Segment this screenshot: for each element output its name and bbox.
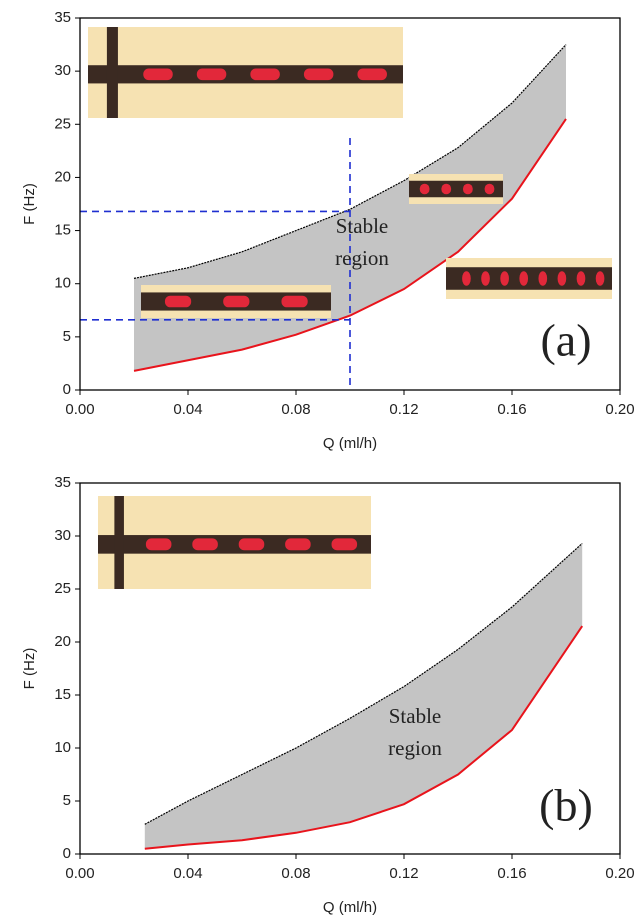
- droplet: [576, 271, 586, 286]
- channel: [88, 65, 403, 84]
- x-tick-label: 0.00: [65, 401, 94, 418]
- channel: [409, 180, 503, 198]
- x-tick-label: 0.12: [389, 401, 418, 418]
- panel-label: (a): [540, 315, 591, 366]
- y-tick-label: 5: [63, 328, 71, 345]
- annotation: Stable: [336, 214, 389, 238]
- droplet: [481, 271, 490, 286]
- y-tick-label: 15: [54, 222, 71, 239]
- x-tick-label: 0.08: [281, 865, 310, 882]
- panel-label: (b): [539, 780, 593, 831]
- droplet: [145, 538, 172, 551]
- x-tick-label: 0.20: [605, 865, 634, 882]
- droplet: [238, 538, 265, 551]
- inset-image: [446, 258, 612, 299]
- annotation: region: [335, 246, 389, 270]
- droplet: [557, 271, 567, 286]
- droplet: [500, 271, 509, 286]
- droplet: [484, 183, 495, 195]
- droplet: [463, 183, 473, 195]
- plot-frame: [79, 482, 621, 855]
- droplet: [223, 295, 250, 308]
- annotation: Stable: [389, 704, 442, 728]
- y-axis-title: F (Hz): [21, 648, 38, 690]
- channel-inlet: [106, 27, 118, 118]
- inset-image: [141, 285, 331, 318]
- channel-inlet: [114, 496, 124, 589]
- inset-image: [88, 27, 403, 118]
- x-tick-label: 0.20: [605, 401, 634, 418]
- droplet: [164, 295, 192, 308]
- droplet: [462, 271, 471, 286]
- droplet: [419, 183, 430, 195]
- y-tick-label: 25: [54, 580, 71, 597]
- y-tick-label: 20: [54, 633, 71, 650]
- x-tick-label: 0.04: [173, 401, 202, 418]
- annotation: region: [388, 736, 442, 760]
- channel: [98, 535, 371, 554]
- droplet: [595, 271, 605, 286]
- droplet: [441, 183, 452, 195]
- y-tick-label: 0: [63, 845, 71, 862]
- droplet: [250, 68, 280, 81]
- boundary-line: [133, 44, 567, 279]
- y-tick-label: 35: [54, 9, 71, 26]
- droplet: [331, 538, 358, 551]
- y-tick-label: 0: [63, 381, 71, 398]
- x-tick-label: 0.16: [497, 401, 526, 418]
- inset-image: [98, 496, 371, 589]
- x-axis-title: Q (ml/h): [323, 435, 377, 452]
- y-tick-label: 10: [54, 739, 71, 756]
- x-tick-label: 0.12: [389, 865, 418, 882]
- plot-frame: [79, 17, 621, 391]
- droplet: [519, 271, 529, 286]
- y-tick-label: 15: [54, 686, 71, 703]
- boundary-line: [133, 118, 567, 372]
- y-axis-title: F (Hz): [21, 183, 38, 225]
- y-tick-label: 25: [54, 115, 71, 132]
- y-tick-label: 20: [54, 168, 71, 185]
- droplet: [285, 538, 311, 551]
- droplet: [303, 68, 334, 81]
- boundary-line: [144, 625, 584, 850]
- x-tick-label: 0.04: [173, 865, 202, 882]
- droplet: [143, 68, 173, 81]
- x-axis-title: Q (ml/h): [323, 899, 377, 916]
- droplet: [196, 68, 227, 81]
- droplet: [357, 68, 387, 81]
- channel: [446, 267, 612, 290]
- x-tick-label: 0.00: [65, 865, 94, 882]
- droplet: [281, 295, 308, 308]
- droplet: [538, 271, 548, 286]
- y-tick-label: 5: [63, 792, 71, 809]
- y-tick-label: 10: [54, 275, 71, 292]
- boundary-line: [144, 542, 583, 825]
- y-tick-label: 30: [54, 527, 71, 544]
- droplet: [192, 538, 218, 551]
- x-tick-label: 0.16: [497, 865, 526, 882]
- stable-region-fill: [144, 543, 583, 849]
- y-tick-label: 30: [54, 62, 71, 79]
- inset-image: [409, 174, 503, 204]
- x-tick-label: 0.08: [281, 401, 310, 418]
- y-tick-label: 35: [54, 474, 71, 491]
